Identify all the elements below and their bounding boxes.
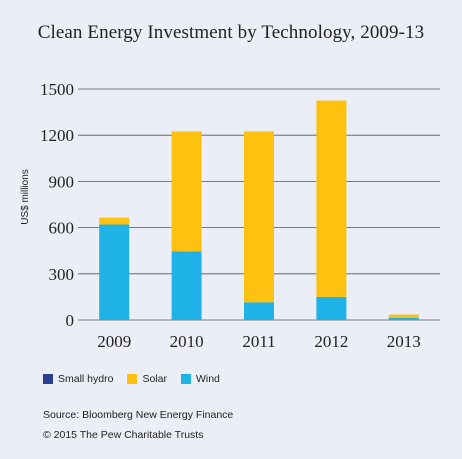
bar-wind-2012	[316, 296, 347, 320]
bar-wind-2009	[99, 224, 130, 320]
legend-item-solar: Solar	[127, 373, 167, 385]
bar-solar-2010	[171, 131, 202, 252]
y-tick-label: 1200	[40, 126, 74, 145]
bar-wind-2011	[244, 302, 274, 320]
legend-label-small-hydro: Small hydro	[58, 373, 114, 385]
y-tick-label: 0	[66, 311, 75, 330]
x-tick-label-2010: 2010	[170, 332, 204, 351]
x-tick-label-2011: 2011	[242, 332, 275, 351]
bar-solar-2012	[316, 100, 347, 297]
bar-solar-2011	[244, 131, 274, 303]
source-note: Source: Bloomberg New Energy Finance	[43, 409, 234, 421]
legend-swatch-solar	[127, 374, 138, 384]
x-tick-label-2013: 2013	[387, 332, 421, 351]
y-tick-label: 300	[49, 265, 75, 284]
chart-title: Clean Energy Investment by Technology, 2…	[37, 22, 425, 43]
bar-wind-2013	[388, 317, 419, 320]
legend-swatch-wind	[180, 374, 191, 384]
legend-label-wind: Wind	[195, 373, 220, 385]
legend-item-small-hydro: Small hydro	[43, 373, 113, 385]
legend-item-wind: Wind	[180, 373, 220, 385]
bar-solar-2009	[99, 217, 130, 225]
y-tick-label: 1500	[40, 80, 74, 99]
legend-label-solar: Solar	[142, 373, 167, 385]
legend-swatch-small-hydro	[43, 374, 53, 384]
bar-wind-2010	[171, 251, 202, 320]
y-tick-labels: 0 300 600 900 1200 1500	[40, 80, 74, 330]
y-tick-label: 900	[49, 172, 75, 191]
x-tick-labels: 2009 2010 2011 2012 2013	[97, 332, 421, 351]
x-tick-label-2012: 2012	[314, 332, 348, 351]
legend: Small hydro Solar Wind	[43, 373, 220, 385]
copyright-note: © 2015 The Pew Charitable Trusts	[43, 429, 204, 441]
x-tick-label-2009: 2009	[97, 332, 131, 351]
bar-solar-2013	[388, 314, 419, 318]
y-axis-label: US$ millions	[20, 169, 31, 225]
bars	[99, 100, 419, 320]
y-tick-label: 600	[49, 219, 75, 238]
